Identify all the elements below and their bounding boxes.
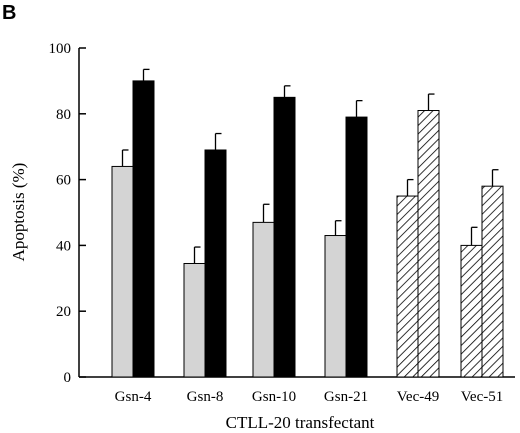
bar [273,96,296,378]
y-axis-title: Apoptosis (%) [9,163,28,262]
bar [183,262,206,378]
panel-label: B [2,2,16,24]
x-tick-label: Gsn-4 [115,389,152,405]
x-tick-label: Gsn-8 [187,389,224,405]
y-tick-label: 100 [49,41,72,57]
bar [204,149,227,378]
x-tick-label: Vec-51 [461,389,503,405]
labels: 0 20 40 60 80 100 Gsn-4 Gsn-8 Gsn-10 Gsn-21 Vec-49… [49,41,504,405]
bar [252,221,275,378]
y-tick-label: 40 [56,238,71,254]
y-tick-label: 60 [56,173,71,189]
x-tick-label: Gsn-21 [324,389,368,405]
bar [417,110,440,378]
x-tick-label: Gsn-10 [252,389,296,405]
y-tick-label: 20 [56,304,71,320]
bar [345,116,368,378]
x-tick-label: Vec-49 [397,389,439,405]
x-axis-title: CTLL-20 transfectant [226,413,375,432]
bar [396,195,419,378]
bar [111,165,134,378]
bar [481,185,504,378]
y-tick-label: 0 [64,370,72,386]
bars [111,68,504,378]
bar [460,244,483,378]
y-tick-label: 80 [56,107,71,123]
bar [132,80,155,378]
bar [324,235,347,378]
